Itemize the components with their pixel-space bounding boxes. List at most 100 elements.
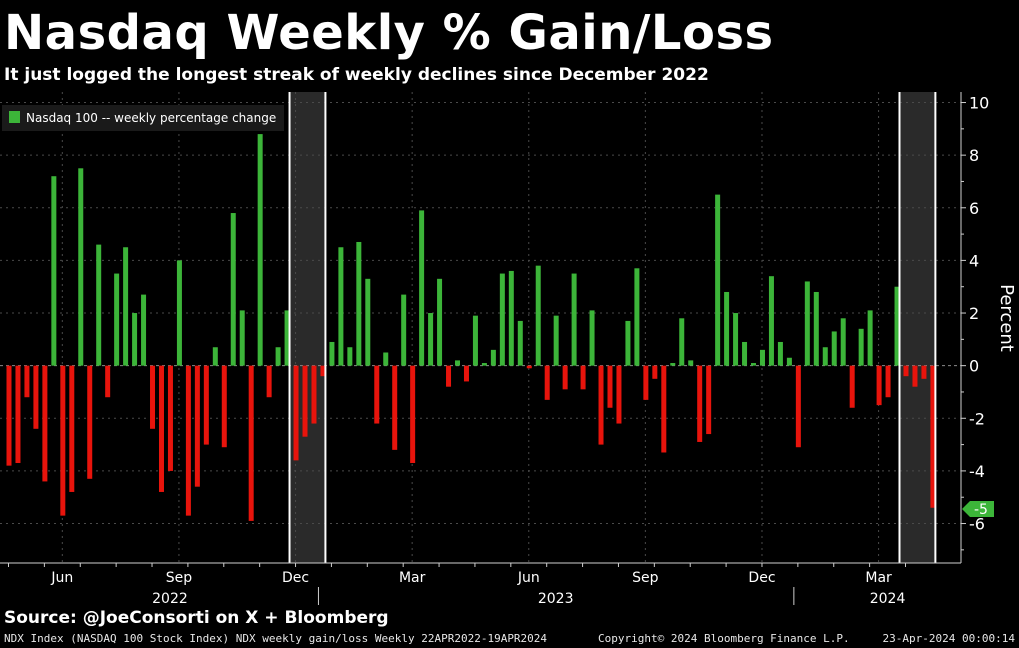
bar [221, 365, 227, 448]
bar [499, 273, 505, 366]
bar [266, 365, 272, 398]
bar [356, 241, 362, 366]
bar [347, 347, 353, 366]
bar [777, 341, 783, 366]
legend-label: Nasdaq 100 -- weekly percentage change [26, 111, 276, 125]
bar [840, 318, 846, 366]
bar [751, 363, 757, 366]
bar [517, 320, 523, 366]
y-axis: Percent 10 8 6 4 2 0 -2 -4 -6 [960, 92, 1017, 563]
bar [176, 260, 182, 366]
bar [822, 347, 828, 366]
bar [607, 365, 613, 408]
bar [123, 247, 129, 366]
bar [392, 365, 398, 450]
y-tick-label: -4 [969, 462, 985, 481]
footer-bar: NDX Index (NASDAQ 100 Stock Index) NDX w… [0, 630, 1019, 648]
y-tick-label: 4 [969, 251, 979, 270]
bar [813, 291, 819, 366]
y-tick-label: -2 [969, 409, 985, 428]
y-tick-label: -6 [969, 515, 985, 534]
bar [293, 365, 299, 461]
x-month-label: Dec [282, 570, 309, 586]
bar [320, 365, 326, 377]
bar [490, 349, 496, 366]
bar [24, 365, 30, 398]
bar [410, 365, 416, 464]
bar [141, 294, 147, 366]
x-month-label: Jun [517, 570, 540, 586]
bar [706, 365, 712, 435]
bar [212, 347, 218, 366]
bar [831, 331, 837, 366]
source-credit: Source: @JoeConsorti on X + Bloomberg [4, 608, 389, 628]
last-value-label: -5 [974, 502, 988, 518]
bar [598, 365, 604, 445]
bar [903, 365, 909, 377]
bar [248, 365, 254, 521]
bar [876, 365, 882, 406]
bar [697, 365, 703, 442]
bar [374, 365, 380, 424]
y-tick-label: 2 [969, 304, 979, 323]
bar [472, 315, 478, 366]
bar [311, 365, 317, 424]
bar [383, 352, 389, 366]
bar [715, 194, 721, 366]
bar [69, 365, 75, 492]
bar [33, 365, 39, 429]
bar [589, 310, 595, 366]
bar [167, 365, 173, 471]
bar [508, 270, 514, 366]
bar [885, 365, 891, 398]
bar [553, 315, 559, 366]
x-axis: Jun Sep Dec Mar Jun Sep Dec Mar 2022 2023 2024 [0, 562, 961, 607]
y-tick-label: 8 [969, 146, 979, 165]
bar [894, 286, 900, 366]
bar [625, 320, 631, 366]
highlight-band [289, 92, 326, 563]
bar [804, 281, 810, 366]
bar [203, 365, 209, 445]
bar [912, 365, 918, 387]
bar [526, 365, 532, 369]
y-tick-label: 0 [969, 357, 979, 376]
bar [652, 365, 658, 379]
highlight-band [899, 92, 936, 563]
bar [733, 313, 739, 366]
x-year-label: 2024 [870, 591, 906, 607]
bar [132, 313, 138, 366]
bar [185, 365, 191, 516]
bar [921, 365, 927, 379]
bar [302, 365, 308, 437]
bar [616, 365, 622, 424]
bar [679, 318, 685, 366]
bar [239, 310, 245, 366]
y-tick-label: 6 [969, 199, 979, 218]
bar [742, 341, 748, 366]
bar [661, 365, 667, 453]
bar [768, 276, 774, 366]
bar [284, 310, 290, 366]
x-month-label: Dec [748, 570, 775, 586]
legend: Nasdaq 100 -- weekly percentage change [2, 105, 284, 131]
highlight-borders [288, 92, 937, 563]
chart-background-layer [289, 92, 936, 563]
bar [930, 365, 936, 508]
bar [724, 291, 730, 366]
bar [643, 365, 649, 400]
bar [230, 213, 236, 366]
last-value-flag [962, 501, 994, 517]
bar [670, 363, 676, 366]
bar [42, 365, 48, 482]
y-tick-label: 10 [969, 94, 989, 113]
bar [419, 210, 425, 366]
x-month-label: Sep [632, 570, 659, 586]
bar [365, 278, 371, 366]
bar [867, 310, 873, 366]
bar [114, 273, 120, 366]
bar [51, 176, 57, 366]
bar [428, 313, 434, 366]
bar [105, 365, 111, 398]
y-axis-title: Percent [996, 284, 1017, 352]
